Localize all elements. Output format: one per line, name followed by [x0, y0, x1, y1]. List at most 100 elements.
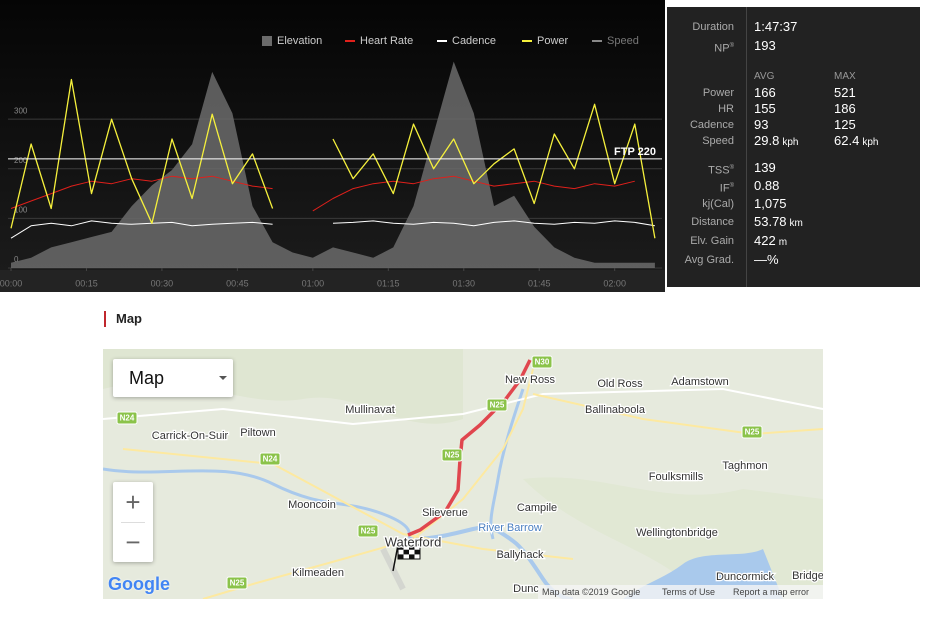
value-text: 193 — [754, 38, 776, 53]
x-tick-label: 01:00 — [302, 278, 325, 288]
stat-value: 0.88 — [754, 179, 779, 193]
value-unit: kph — [862, 137, 879, 148]
value-text: 125 — [834, 117, 856, 132]
place-label: Ballinaboola — [585, 404, 646, 416]
place-label: Mullinavat — [345, 404, 395, 416]
attribution: Map data ©2019 Google — [542, 587, 641, 597]
road-label: N25 — [230, 579, 245, 588]
place-label: Old Ross — [597, 378, 643, 390]
x-tick-label: 00:15 — [75, 278, 98, 288]
road — [532, 393, 823, 436]
value-text: 1,075 — [754, 196, 787, 211]
value-text: 0.88 — [754, 178, 780, 193]
stat-label: Speed — [702, 134, 734, 148]
label-text: HR — [718, 103, 734, 115]
stat-value: —% — [754, 253, 779, 267]
stat-value: 193 — [754, 39, 776, 53]
road-label: N25 — [745, 428, 760, 437]
legend-label[interactable]: Speed — [607, 35, 639, 47]
finish-flag — [392, 544, 421, 572]
river — [103, 467, 414, 541]
x-axis-strip — [0, 270, 665, 292]
value-unit: kph — [782, 137, 799, 148]
x-tick-label: 00:00 — [0, 278, 22, 288]
stat-label: Avg Grad. — [685, 253, 734, 267]
road-shield — [226, 576, 248, 590]
legend-label[interactable]: Heart Rate — [360, 35, 413, 47]
stat-label: HR — [718, 102, 734, 116]
place-label: Waterford — [385, 534, 442, 549]
legend-label[interactable]: Elevation — [277, 35, 322, 47]
value-text: 521 — [834, 85, 856, 100]
label-text: Speed — [702, 135, 734, 147]
legend-label[interactable]: Power — [537, 35, 569, 47]
stat-value: 53.78 km — [754, 215, 803, 231]
stat-label: Distance — [691, 215, 734, 229]
chart: 0 100 200 300 00:00 00:15 00:30 00:45 01:00 01:15… — [0, 0, 665, 292]
zoom-out[interactable]: − — [125, 527, 141, 557]
road — [103, 387, 823, 426]
terms-link[interactable]: Terms of Use — [662, 587, 716, 597]
label-mark: ® — [729, 165, 734, 171]
google-logo[interactable]: Google — [108, 574, 170, 594]
value-text: 155 — [754, 101, 776, 116]
stat-value: 166 — [754, 86, 776, 100]
x-tick-label: 00:45 — [226, 278, 249, 288]
value-text: 166 — [754, 85, 776, 100]
select-label: Map — [129, 368, 165, 388]
y-tick-label: 200 — [14, 156, 28, 165]
road-shield — [441, 448, 463, 462]
label-text: Duration — [692, 21, 734, 33]
attribution-bar: Map data ©2019 Google Terms of Use Repor… — [538, 585, 823, 599]
river — [489, 388, 525, 540]
stat-value: 139 — [754, 161, 776, 175]
stat-value: 93 — [754, 118, 768, 132]
x-tick-label: 01:45 — [528, 278, 551, 288]
value-text: 29.8 — [754, 133, 780, 148]
place-label: New Ross — [505, 374, 556, 386]
label-text: Power — [702, 87, 734, 99]
series-line — [10, 175, 635, 212]
place-label: Carrick-On-Suir — [152, 430, 229, 442]
legend-label[interactable]: Cadence — [452, 35, 496, 47]
value-unit: m — [778, 237, 788, 248]
road-shield — [259, 452, 281, 466]
value-text: 62.4 — [834, 133, 860, 148]
stat-label: IF® — [720, 179, 734, 196]
x-tick-label: 01:15 — [377, 278, 400, 288]
report-link[interactable]: Report a map error — [733, 587, 810, 597]
x-tick-label: 01:30 — [453, 278, 476, 288]
value-text: 93 — [754, 117, 769, 132]
place-label: Foulksmills — [649, 471, 704, 483]
zoom-in[interactable]: + — [125, 487, 141, 517]
column-header: AVG — [754, 71, 775, 82]
stat-value: 1:47:37 — [754, 20, 797, 34]
stat-label: Power — [703, 86, 734, 100]
y-tick-label: 0 — [14, 255, 19, 264]
stat-value: 1,075 — [754, 197, 787, 211]
place-label: Mooncoin — [288, 499, 336, 511]
road — [122, 448, 574, 560]
label-text: IF — [719, 182, 730, 195]
stat-label: TSS® — [708, 161, 734, 178]
stat-value: 186 — [834, 102, 856, 116]
caret — [219, 376, 227, 380]
place-label: Piltown — [240, 427, 275, 439]
place-label: Ballyhack — [496, 549, 544, 561]
value-text: 1:47:37 — [754, 19, 798, 34]
road-label: N30 — [535, 358, 550, 367]
divider — [746, 7, 747, 287]
heading-bar — [104, 311, 106, 327]
road-shield — [486, 398, 508, 412]
map-type-select[interactable]: Map — [113, 359, 233, 397]
series-line — [10, 220, 655, 239]
stat-value: 521 — [834, 86, 856, 100]
place-label: River Barrow — [478, 522, 542, 534]
series-line — [10, 78, 656, 239]
legend-swatch — [262, 36, 272, 46]
place-label: Slieverue — [422, 507, 468, 519]
road-label: N24 — [120, 414, 135, 423]
value-text: —% — [754, 252, 779, 267]
place-label: Dunc — [513, 583, 539, 595]
